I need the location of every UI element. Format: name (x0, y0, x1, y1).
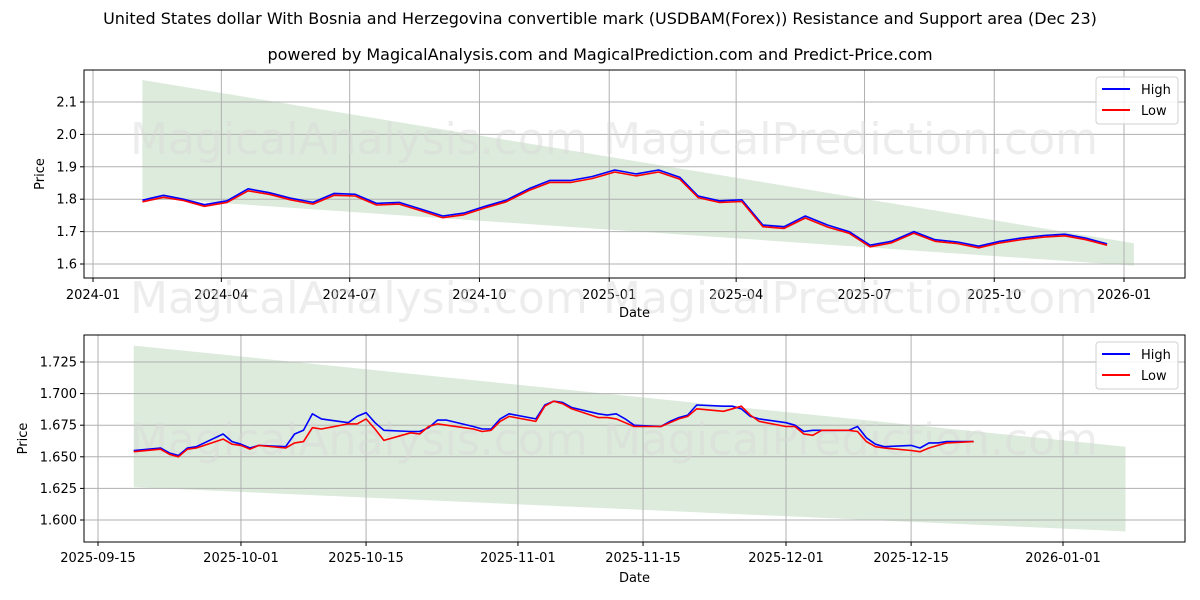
x-tick-label: 2025-10-15 (328, 551, 404, 566)
x-tick-label: 2025-12-01 (748, 551, 824, 566)
low-price-line (142, 171, 1108, 249)
x-tick-label: 2025-12-15 (873, 551, 949, 566)
x-axis-title: Date (619, 571, 650, 586)
plot-frame (83, 334, 1186, 543)
y-tick-label: 1.8 (56, 193, 77, 208)
watermark-text: MagicalPrediction.com (603, 114, 1098, 165)
y-tick-label: 1.9 (56, 160, 77, 175)
bottom-chart-short-range: 1.600 1.625 1.650 1.675 1.700 1.725 2025-09-15… (16, 334, 1186, 586)
high-legend-label: High (1141, 83, 1171, 98)
x-tick-label: 2025-11-15 (605, 551, 681, 566)
x-tick-label: 2024-10 (452, 288, 506, 303)
y-tick-label: 1.650 (40, 450, 77, 465)
x-tick-label: 2025-04 (709, 288, 763, 303)
y-axis-title: Price (16, 423, 31, 455)
x-tick-label: 2025-10-01 (203, 551, 279, 566)
y-tick-label: 1.6 (56, 258, 77, 273)
watermark-text: MagicalPrediction.com (603, 414, 1098, 465)
low-legend-label: Low (1141, 369, 1167, 384)
y-tick-label: 2.1 (56, 96, 77, 111)
watermark-text: MagicalAnalysis.com (130, 414, 588, 465)
x-tick-label: 2025-09-15 (60, 551, 136, 566)
chart-title: United States dollar With Bosnia and Her… (103, 9, 1097, 28)
x-tick-label: 2025-10 (967, 288, 1021, 303)
low-price-line (133, 400, 974, 458)
watermark-text: MagicalPrediction.com (603, 273, 1098, 324)
watermark-text: MagicalAnalysis.com (130, 114, 588, 165)
high-price-line (142, 169, 1108, 247)
plot-frame (83, 69, 1186, 279)
chart-subtitle: powered by MagicalAnalysis.com and Magic… (267, 45, 933, 64)
y-tick-label: 1.600 (40, 514, 77, 529)
low-legend-label: Low (1141, 104, 1167, 119)
y-tick-label: 1.700 (40, 387, 77, 402)
x-axis-title: Date (619, 306, 650, 321)
high-legend-label: High (1141, 348, 1171, 363)
x-tick-label: 2026-01-01 (1025, 551, 1101, 566)
y-tick-label: 1.675 (40, 419, 77, 434)
x-tick-label: 2025-11-01 (480, 551, 556, 566)
x-tick-label: 2024-04 (194, 288, 248, 303)
x-tick-label: 2024-07 (323, 288, 377, 303)
y-axis-title: Price (33, 158, 48, 190)
x-tick-label: 2026-01 (1097, 288, 1151, 303)
x-tick-label: 2024-01 (66, 288, 120, 303)
watermark-text: MagicalAnalysis.com (130, 273, 588, 324)
y-tick-label: 1.625 (40, 482, 77, 497)
resistance-support-band (133, 345, 1126, 532)
x-tick-label: 2025-07 (837, 288, 891, 303)
y-tick-label: 1.7 (56, 225, 77, 240)
y-tick-label: 2.0 (56, 128, 77, 143)
top-chart-long-range: 1.6 1.7 1.8 1.9 2.0 2.1 2024-01 2024-04 2024-07 2… (33, 69, 1186, 324)
y-tick-label: 1.725 (40, 356, 77, 371)
x-tick-label: 2025-01 (582, 288, 636, 303)
